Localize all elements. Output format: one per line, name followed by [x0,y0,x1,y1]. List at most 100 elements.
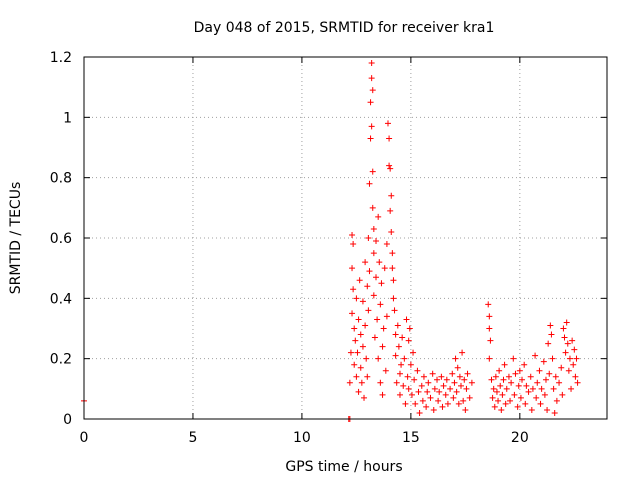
data-point [447,385,454,392]
data-point [398,361,405,368]
data-point [429,370,436,377]
data-point [517,394,524,401]
data-point [512,370,519,377]
data-point [375,213,382,220]
y-tick-label: 0.6 [50,231,72,247]
data-point [572,373,579,380]
data-point [354,349,361,356]
data-point [548,331,555,338]
plot-frame [83,56,608,420]
data-point [442,391,449,398]
data-point [427,394,434,401]
data-point [420,373,427,380]
data-point [357,331,364,338]
data-point [411,376,418,383]
data-point [355,388,362,395]
data-point [412,400,419,407]
data-point [451,379,458,386]
data-point [389,250,396,257]
data-point [450,394,457,401]
data-point [381,265,388,272]
x-tick-label: 5 [188,430,197,446]
data-point [573,355,580,362]
data-point [390,295,397,302]
data-point [525,388,532,395]
data-point [457,382,464,389]
data-point [351,361,358,368]
data-point [400,382,407,389]
data-point [562,349,569,356]
data-point [464,370,471,377]
data-point [387,165,394,172]
data-point [380,325,387,332]
data-point [438,373,445,380]
data-point [358,379,365,386]
data-point [529,385,536,392]
data-point [423,403,430,410]
data-point [566,355,573,362]
data-point [364,283,371,290]
data-point [449,370,456,377]
data-point [492,373,499,380]
data-point [488,376,495,383]
data-point [453,388,460,395]
data-point [549,355,556,362]
data-point [375,355,382,362]
data-point [367,135,374,142]
data-point [519,376,526,383]
data-point [461,376,468,383]
data-point [378,280,385,287]
data-point [351,325,358,332]
data-point [383,241,390,248]
y-tick-label: 1.2 [50,50,72,66]
data-point [456,373,463,380]
data-point [516,367,523,374]
data-point [486,313,493,320]
data-point [379,343,386,350]
data-point [425,379,432,386]
data-point [368,123,375,130]
data-point [349,231,356,238]
data-point [508,379,515,386]
data-point [370,292,377,299]
data-point [536,367,543,374]
data-point [383,313,390,320]
data-point [462,406,469,413]
data-point [538,385,545,392]
data-point [487,337,494,344]
data-point [434,376,441,383]
data-point [361,394,368,401]
data-point [454,364,461,371]
data-point [561,334,568,341]
data-point [349,310,356,317]
data-point [406,325,413,332]
data-point [436,388,443,395]
x-tick-label: 20 [511,430,529,446]
data-point [407,361,414,368]
data-point [569,337,576,344]
data-point [363,355,370,362]
data-point [522,400,529,407]
data-point [395,343,402,350]
data-point [357,364,364,371]
data-point [439,403,446,410]
data-point [386,135,393,142]
data-point [410,349,417,356]
data-point [500,376,507,383]
data-point [373,274,380,281]
data-point [523,382,530,389]
axis-ticks: 0 5 10 15 20 0 0.2 0.4 0.6 0.8 1 1.2 [50,50,607,446]
data-point [362,259,369,266]
data-point [389,265,396,272]
data-point [396,370,403,377]
data-point [460,397,467,404]
data-point [379,391,386,398]
data-point [540,358,547,365]
data-point [468,379,475,386]
data-point [393,379,400,386]
data-point [405,385,412,392]
data-point [558,364,565,371]
data-point [493,388,500,395]
data-point [391,307,398,314]
data-point [424,388,431,395]
